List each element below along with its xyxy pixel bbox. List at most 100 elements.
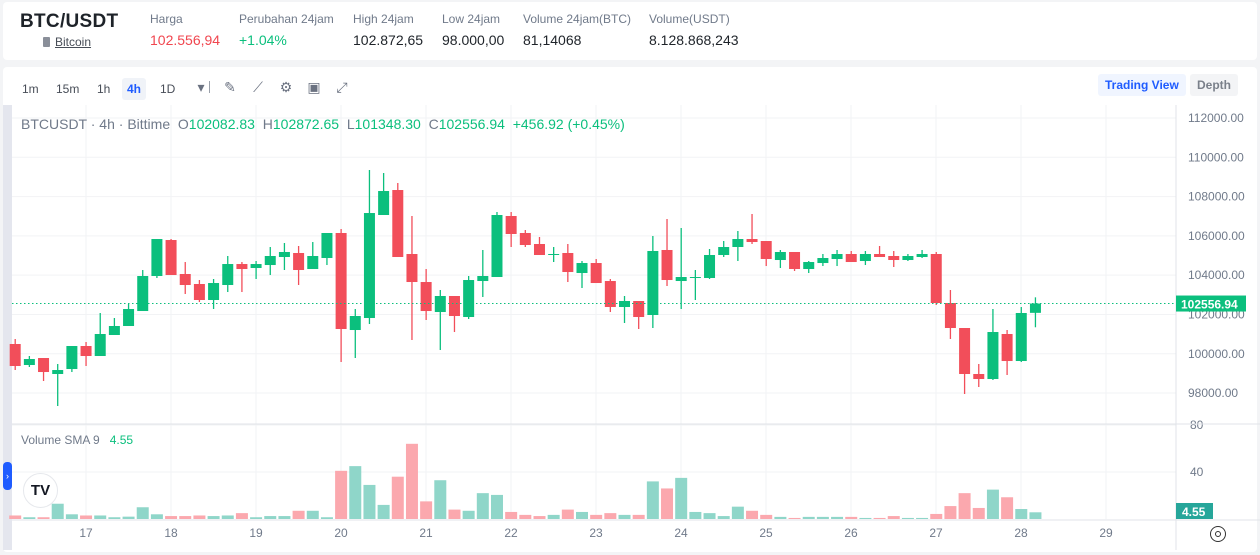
time-tick-label: 25	[759, 526, 773, 540]
candle-body	[760, 241, 772, 260]
volume-bar	[80, 515, 93, 519]
candle-body	[123, 309, 135, 327]
volume-bar	[731, 506, 744, 519]
fullscreen-icon[interactable]: ⤢	[336, 79, 348, 95]
volume-bar	[193, 515, 206, 519]
volume-bar	[561, 509, 574, 519]
left-strip	[3, 105, 12, 550]
volume-tick-label: 80	[1190, 418, 1204, 432]
candle-body	[392, 190, 404, 258]
chart-panel: 1m 15m 1h 4h 1D ▾ ✎ ⟋ ⚙ ▣ ⤢ Trading View Dep…	[3, 67, 1257, 552]
candle-body	[746, 239, 758, 243]
price-tick-label: 106000.00	[1188, 229, 1245, 243]
last-price-label: 102556.94	[1181, 298, 1238, 312]
candle-body	[505, 216, 517, 234]
trading-view-tab[interactable]: Trading View	[1098, 74, 1186, 96]
candle-body	[491, 215, 503, 278]
volume-bar	[235, 513, 248, 519]
volume-bar	[646, 481, 659, 519]
price-tick-label: 112000.00	[1188, 111, 1244, 125]
candle-body	[406, 253, 418, 283]
candle-body	[548, 253, 560, 255]
volume-bar	[37, 517, 50, 519]
candle-body	[576, 263, 588, 274]
coin-link[interactable]: Bitcoin	[43, 35, 91, 49]
volume-bar	[831, 516, 844, 519]
timeframe-15m[interactable]: 15m	[56, 82, 80, 96]
candle-body	[959, 328, 971, 375]
volume-bar	[136, 507, 149, 519]
candle-body	[222, 264, 234, 286]
volume-bar	[23, 517, 36, 519]
candle-body	[774, 251, 786, 261]
volume-bar	[916, 517, 929, 519]
volume-bar	[901, 517, 914, 519]
volume-bar	[335, 470, 348, 519]
time-tick-label: 23	[589, 526, 603, 540]
candle-body	[789, 251, 801, 270]
candle-body	[236, 264, 248, 270]
candle-body	[689, 277, 701, 279]
volume-bar	[859, 517, 872, 519]
volume-bar	[958, 493, 971, 519]
candle-body	[137, 276, 149, 312]
candle-body	[519, 232, 531, 246]
volume-bar	[972, 507, 985, 519]
volume-bar	[363, 484, 376, 519]
volume-tick-label: 40	[1190, 465, 1204, 479]
timeframe-1D[interactable]: 1D	[160, 82, 176, 96]
stat-label: Perubahan 24jam	[239, 12, 334, 26]
stat-5: Volume(USDT) 8.128.868,243	[649, 12, 739, 48]
volume-bar	[264, 516, 277, 519]
legend-low: 101348.30	[354, 116, 421, 132]
timeframe-1h[interactable]: 1h	[97, 82, 111, 96]
volume-bar	[887, 516, 900, 519]
time-tick-label: 20	[334, 526, 348, 540]
time-tick-label: 19	[249, 526, 263, 540]
pair-title: BTC/USDT	[20, 11, 119, 32]
candle-body	[647, 250, 659, 316]
volume-bar	[320, 517, 333, 519]
save-icon[interactable]: ▣	[307, 79, 321, 95]
stat-0: Harga 102.556,94	[150, 12, 220, 48]
chart-legend: BTCUSDT · 4h · Bittime O102082.83 H10287…	[21, 116, 625, 132]
time-tick-label: 17	[79, 526, 93, 540]
time-tick-label: 22	[504, 526, 518, 540]
volume-bar	[533, 516, 546, 519]
volume-bar	[377, 504, 390, 519]
candle-body	[1001, 334, 1013, 362]
volume-bar	[816, 516, 829, 519]
candle-body	[1029, 303, 1041, 313]
volume-bar	[108, 517, 121, 519]
volume-bar	[278, 516, 291, 519]
interval-dropdown-chevron-down-icon[interactable]: ▾	[197, 79, 205, 95]
price-tick-label: 108000.00	[1188, 190, 1245, 204]
candle-body	[420, 282, 432, 312]
axis-settings-icon[interactable]	[1210, 526, 1226, 542]
draw-icon[interactable]: ✎	[224, 79, 236, 95]
candle-body	[562, 252, 574, 273]
volume-bar	[391, 476, 404, 519]
candle-body	[80, 346, 92, 357]
sidebar-expand-button[interactable]: ›	[3, 462, 12, 490]
volume-bar	[760, 514, 773, 519]
volume-bar	[349, 466, 362, 519]
depth-tab[interactable]: Depth	[1190, 74, 1238, 96]
coin-name[interactable]: Bitcoin	[55, 35, 92, 49]
candle-body	[9, 344, 21, 367]
volume-bar	[717, 516, 730, 519]
candle-body	[633, 300, 645, 318]
coin-icon	[43, 37, 50, 47]
timeframe-1m[interactable]: 1m	[22, 82, 39, 96]
indicator-icon[interactable]: ⟋	[253, 79, 263, 95]
candle-body	[888, 256, 900, 261]
timeframe-4h[interactable]: 4h	[122, 78, 147, 100]
settings-icon[interactable]: ⚙	[279, 79, 293, 95]
candle-body	[718, 247, 730, 256]
candle-body	[448, 296, 460, 317]
candle-body	[1015, 312, 1027, 362]
volume-bar	[420, 501, 433, 519]
volume-bar	[703, 513, 716, 519]
volume-bar	[94, 515, 107, 519]
